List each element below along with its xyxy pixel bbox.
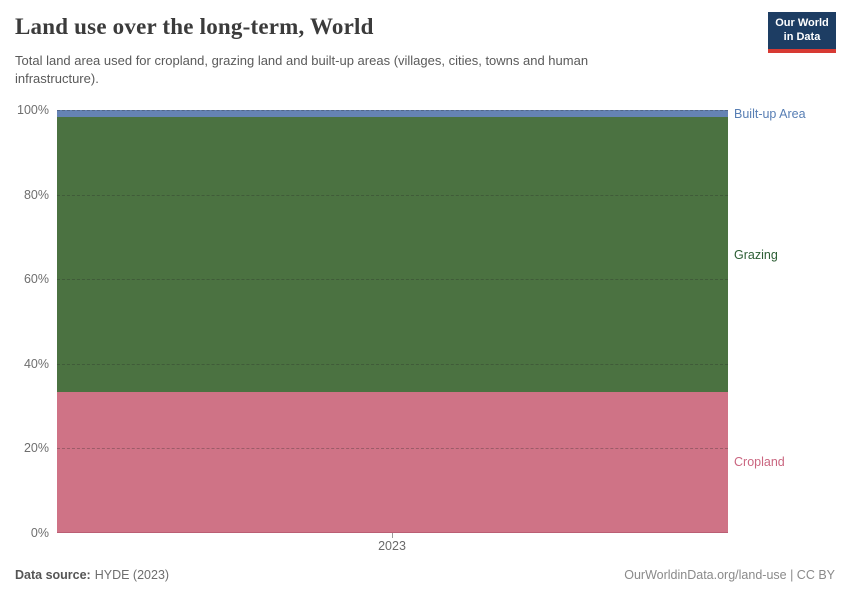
chart-subtitle: Total land area used for cropland, grazi…: [15, 53, 589, 86]
owid-logo[interactable]: Our World in Data: [768, 12, 836, 53]
footer: Data source: HYDE (2023) OurWorldinData.o…: [15, 568, 835, 582]
data-source: Data source: HYDE (2023): [15, 568, 169, 582]
plot-area: [57, 110, 728, 533]
data-source-label: Data source:: [15, 568, 91, 582]
y-tick-0: 0%: [30, 526, 49, 540]
gridline-40: [57, 363, 728, 365]
owid-logo-line2: in Data: [783, 30, 821, 43]
owid-logo-line1: Our World: [775, 17, 829, 29]
gridline-80: [57, 194, 728, 196]
y-tick-100: 100%: [17, 103, 49, 117]
page-title: Land use over the long-term, World: [15, 14, 374, 39]
license-link[interactable]: OurWorldinData.org/land-use | CC BY: [624, 568, 835, 582]
data-source-value: HYDE (2023): [94, 568, 170, 582]
area-grazing[interactable]: [57, 116, 728, 393]
y-tick-40: 40%: [23, 357, 49, 371]
legend-label-built-up: Built-up Area: [734, 107, 806, 121]
gridline-60: [57, 279, 728, 281]
x-tick-label: 2023: [378, 539, 406, 553]
y-tick-60: 60%: [23, 272, 49, 286]
area-built-up[interactable]: [57, 110, 728, 117]
gridline-100: [57, 110, 728, 111]
x-tick-mark: [392, 533, 393, 538]
y-tick-80: 80%: [23, 188, 49, 202]
legend-label-grazing: Grazing: [734, 248, 778, 262]
area-cropland[interactable]: [57, 392, 728, 533]
y-tick-20: 20%: [23, 441, 49, 455]
gridline-20: [57, 448, 728, 450]
legend-label-cropland: Cropland: [734, 455, 785, 469]
